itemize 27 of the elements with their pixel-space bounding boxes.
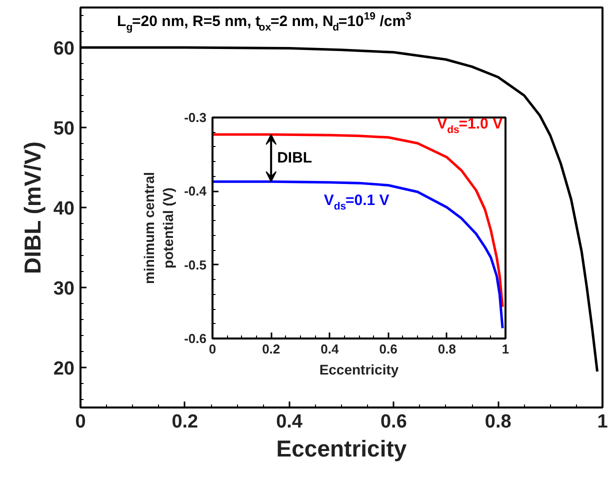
y-tick-label: 40 bbox=[53, 198, 75, 220]
x-tick-label: 0.2 bbox=[262, 342, 280, 356]
y-axis-title: minimum central potential (V) bbox=[140, 172, 176, 284]
x-tick-label: 1 bbox=[597, 412, 608, 432]
y-tick-label: -0.3 bbox=[184, 110, 207, 125]
x-tick-label: 0.8 bbox=[484, 412, 512, 432]
y-tick-label: -0.6 bbox=[184, 331, 207, 346]
x-tick-label: 0 bbox=[75, 412, 86, 432]
y-tick-label: 60 bbox=[53, 38, 75, 60]
annotation: DIBL bbox=[277, 150, 312, 167]
x-tick-label: 0.6 bbox=[379, 342, 398, 356]
y-tick-label: 50 bbox=[53, 118, 75, 140]
y-axis-title: DIBL (mV/V) bbox=[19, 141, 46, 274]
x-tick-label: 1 bbox=[502, 342, 510, 356]
x-tick-label: 0.6 bbox=[380, 412, 407, 432]
x-tick-label: 0.2 bbox=[172, 412, 198, 432]
x-tick-label: 0.4 bbox=[276, 412, 303, 432]
x-tick-label: 0.4 bbox=[320, 342, 340, 356]
y-tick-label: -0.4 bbox=[184, 184, 208, 199]
y-tick-label: 20 bbox=[53, 358, 75, 380]
x-axis-title: Eccentricity bbox=[276, 436, 407, 462]
x-tick-label: 0.8 bbox=[438, 342, 456, 356]
line-series bbox=[212, 133, 504, 308]
x-axis-title: Eccentricity bbox=[319, 362, 399, 378]
x-tick-label: 0 bbox=[208, 342, 216, 356]
y-tick-label: -0.5 bbox=[184, 257, 207, 272]
y-tick-label: 30 bbox=[53, 278, 75, 300]
